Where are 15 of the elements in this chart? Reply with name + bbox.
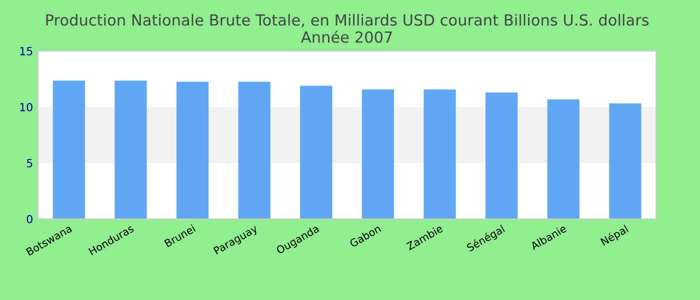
bar bbox=[300, 86, 332, 219]
bar bbox=[52, 80, 85, 219]
y-tick-label: 10 bbox=[20, 102, 32, 112]
y-tick-label: 0 bbox=[26, 214, 32, 224]
y-tick-label: 15 bbox=[20, 47, 32, 56]
bar bbox=[362, 90, 394, 219]
bar bbox=[486, 92, 518, 219]
bar bbox=[238, 82, 270, 219]
bar bbox=[176, 82, 209, 219]
bar bbox=[114, 80, 147, 219]
bar bbox=[609, 103, 642, 219]
y-tick-label: 5 bbox=[26, 159, 32, 168]
bar bbox=[547, 99, 580, 219]
chart-title: Production Nationale Brute Totale, en Milliards USD courant Billions U.S. dollars Année 2007 bbox=[46, 14, 649, 43]
bar bbox=[424, 90, 456, 219]
